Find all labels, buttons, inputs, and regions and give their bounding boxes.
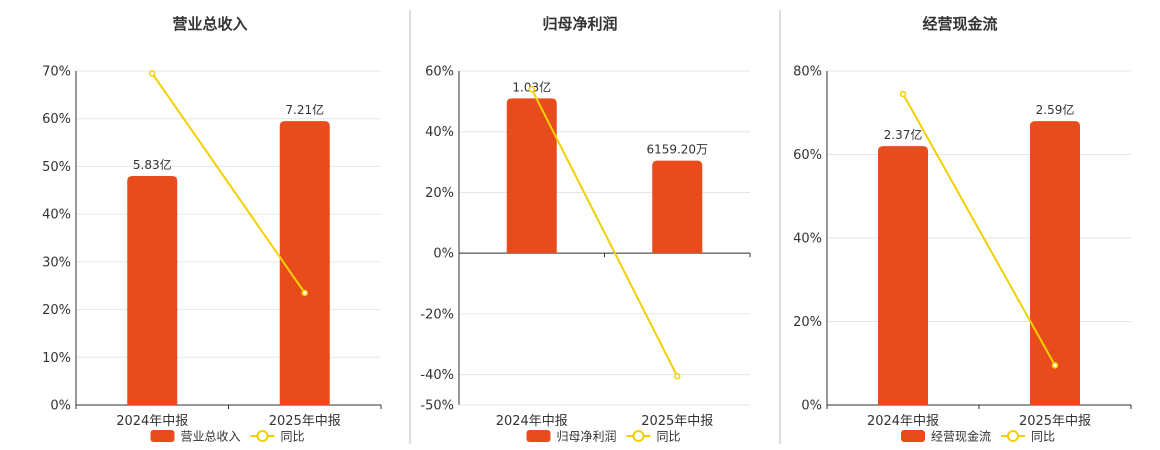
bar[interactable] [878, 146, 928, 405]
legend-label: 同比 [657, 430, 681, 444]
y-tick-label: 0% [433, 247, 454, 262]
x-category-label: 2025年中报 [641, 414, 713, 429]
legend-label: 经营现金流 [931, 429, 991, 444]
x-category-label: 2025年中报 [269, 414, 341, 429]
y-tick-label: -20% [420, 307, 454, 322]
bar[interactable] [652, 160, 703, 254]
y-tick-label: 30% [42, 255, 71, 270]
y-tick-label: 20% [425, 186, 454, 201]
chart-panel-1: 营业总收入 0% 10% 20% 30% 40% 50% 60% 70% 5.83亿 7.21亿 20… [42, 15, 382, 444]
bar-value-label: 6159.20万 [646, 143, 708, 157]
y-tick-label: 10% [42, 351, 71, 366]
legend-bar-swatch [150, 430, 175, 442]
legend-bar-swatch [526, 430, 551, 442]
yoy-point[interactable] [899, 90, 907, 98]
yoy-line [902, 93, 1056, 366]
legend-line-marker [256, 430, 269, 442]
y-tick-label: 20% [793, 315, 822, 330]
bar[interactable] [506, 98, 557, 254]
y-tick-label: 50% [42, 160, 71, 175]
y-tick-label: -40% [420, 368, 454, 383]
legend-label: 归母净利润 [557, 430, 617, 444]
chart-title: 经营现金流 [922, 15, 997, 33]
legend-label: 同比 [1031, 430, 1055, 444]
y-tick-label: 70% [42, 65, 71, 80]
y-tick-label: 80% [793, 65, 822, 80]
yoy-point[interactable] [528, 85, 535, 93]
yoy-point[interactable] [301, 289, 308, 297]
yoy-point[interactable] [1051, 362, 1059, 369]
y-tick-label: -50% [420, 399, 454, 414]
x-category-label: 2024年中报 [867, 414, 939, 429]
bar[interactable] [279, 121, 330, 405]
x-category-label: 2025年中报 [1019, 414, 1091, 429]
y-tick-label: 40% [42, 208, 71, 223]
x-category-label: 2024年中报 [116, 414, 188, 429]
y-tick-label: 40% [425, 125, 454, 140]
chart-title: 归母净利润 [542, 15, 617, 33]
bar-value-label: 2.37亿 [884, 127, 923, 142]
x-category-label: 2024年中报 [496, 414, 568, 429]
y-tick-label: 0% [50, 399, 71, 414]
chart-title: 营业总收入 [172, 15, 247, 33]
bar-value-label: 5.83亿 [133, 157, 172, 172]
legend-line-marker [632, 430, 645, 442]
yoy-point[interactable] [149, 70, 156, 77]
y-tick-label: 60% [42, 112, 71, 127]
yoy-line [151, 72, 306, 294]
bar[interactable] [1030, 121, 1080, 405]
y-tick-label: 40% [793, 232, 822, 247]
legend-label: 营业总收入 [181, 430, 241, 444]
legend-bar-swatch [901, 430, 925, 442]
legend-label: 同比 [281, 430, 305, 444]
y-tick-label: 60% [425, 65, 454, 80]
chart-panel-2: 归母净利润-50%-40%-20%0%20%40%60%1.03亿6159.20… [420, 15, 751, 444]
chart-panel-3: 经营现金流 0% 20% 40% 60% 80% 2.37亿 2.59亿 2024年中报 2025… [793, 15, 1132, 444]
yoy-point[interactable] [674, 372, 681, 380]
y-tick-label: 20% [42, 303, 71, 318]
y-tick-label: 0% [801, 399, 822, 414]
bar-value-label: 7.21亿 [285, 102, 324, 117]
bar[interactable] [127, 175, 178, 405]
y-tick-label: 60% [793, 148, 822, 163]
legend-line-marker [1007, 430, 1019, 442]
bar-value-label: 2.59亿 [1036, 102, 1075, 117]
yoy-line [530, 88, 679, 377]
